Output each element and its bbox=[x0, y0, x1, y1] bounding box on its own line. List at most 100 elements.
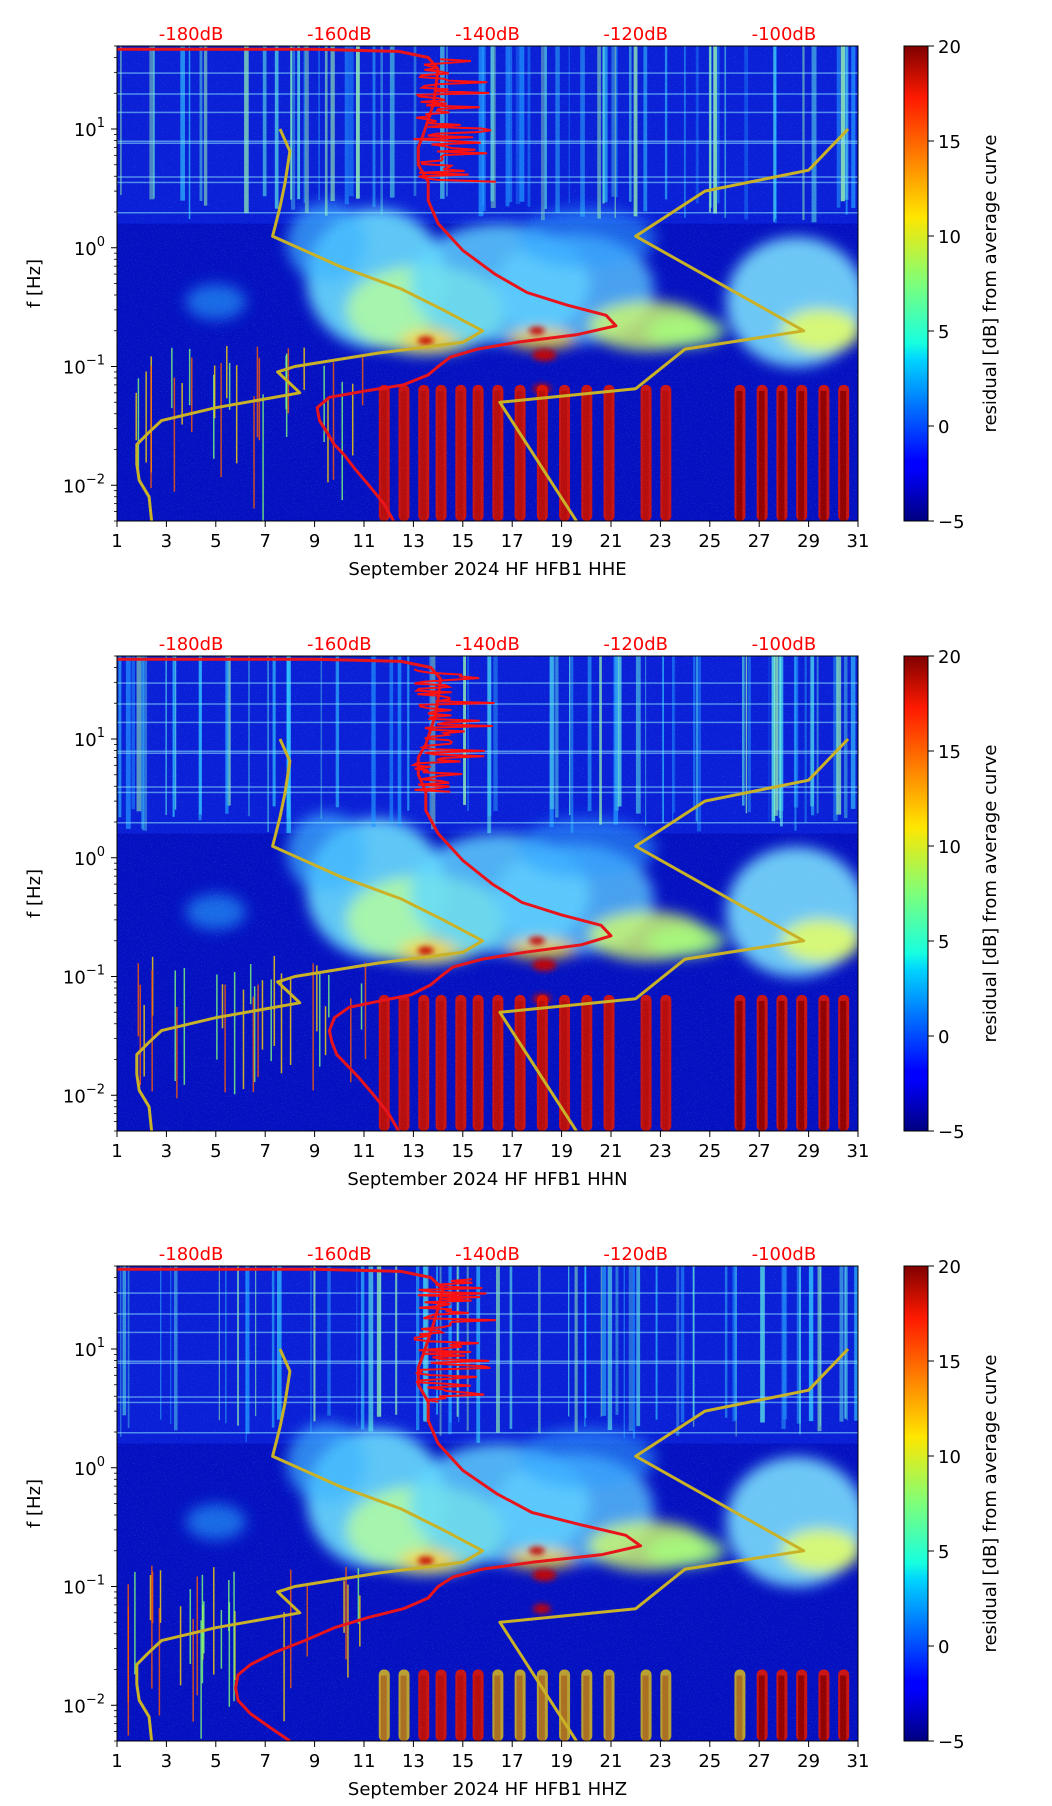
x-tick-label: 7 bbox=[259, 1751, 270, 1772]
colorbar-tick-label: 0 bbox=[938, 417, 949, 438]
db-scale-label: -180dB bbox=[159, 1244, 224, 1265]
x-tick-label: 25 bbox=[698, 1751, 721, 1772]
x-tick-label: 7 bbox=[259, 531, 270, 552]
colorbar-tick-label: 10 bbox=[938, 1447, 961, 1468]
y-tick-label: 101 bbox=[74, 116, 105, 141]
x-tick-label: 29 bbox=[797, 1751, 820, 1772]
colorbar-tick-label: −5 bbox=[938, 1122, 965, 1143]
x-axis-label: September 2024 HF HFB1 HHN bbox=[347, 1169, 627, 1190]
colorbar-tick-label: 15 bbox=[938, 1352, 961, 1373]
x-tick-label: 13 bbox=[402, 1751, 425, 1772]
colorbar-tick-label: 10 bbox=[938, 837, 961, 858]
x-axis-label: September 2024 HF HFB1 HHE bbox=[348, 559, 626, 580]
colorbar bbox=[903, 655, 929, 1132]
x-tick-label: 23 bbox=[649, 1751, 672, 1772]
x-tick-label: 19 bbox=[550, 1751, 573, 1772]
db-scale-label: -140dB bbox=[455, 634, 520, 655]
x-tick-label: 21 bbox=[600, 531, 623, 552]
x-tick-label: 31 bbox=[847, 1141, 870, 1162]
x-tick-label: 19 bbox=[550, 1141, 573, 1162]
x-tick-label: 19 bbox=[550, 531, 573, 552]
db-scale-label: -140dB bbox=[455, 1244, 520, 1265]
x-tick-label: 3 bbox=[161, 1751, 172, 1772]
heatmap-area bbox=[117, 1266, 858, 1741]
x-tick-label: 17 bbox=[501, 1141, 524, 1162]
nhnm-curve bbox=[498, 1347, 850, 1741]
x-tick-label: 17 bbox=[501, 1751, 524, 1772]
y-tick-label: 10−2 bbox=[63, 1692, 105, 1717]
average-spectrum-jitter bbox=[413, 1278, 496, 1403]
x-tick-label: 11 bbox=[353, 1141, 376, 1162]
x-tick-label: 29 bbox=[797, 1141, 820, 1162]
colorbar-tick-label: −5 bbox=[938, 1732, 965, 1753]
heatmap-area bbox=[117, 46, 858, 521]
db-scale-label: -120dB bbox=[603, 634, 668, 655]
y-axis-label: f [Hz] bbox=[24, 1479, 45, 1528]
colorbar-tick-label: 5 bbox=[938, 932, 949, 953]
colorbar-tick-label: 0 bbox=[938, 1027, 949, 1048]
speckle-texture bbox=[117, 1266, 858, 1741]
colorbar-tick-label: 10 bbox=[938, 227, 961, 248]
x-tick-label: 15 bbox=[451, 531, 474, 552]
db-scale-label: -160dB bbox=[307, 1244, 372, 1265]
colorbar bbox=[903, 1265, 929, 1742]
x-tick-label: 15 bbox=[451, 1141, 474, 1162]
nlnm-curve bbox=[135, 128, 485, 521]
db-scale-label: -100dB bbox=[752, 24, 817, 45]
nhnm-curve bbox=[498, 127, 850, 521]
y-tick-label: 10−2 bbox=[63, 472, 105, 497]
y-tick-label: 101 bbox=[74, 726, 105, 751]
x-tick-label: 5 bbox=[210, 531, 221, 552]
x-tick-label: 9 bbox=[309, 1751, 320, 1772]
db-scale-label: -140dB bbox=[455, 24, 520, 45]
average-spectrum-jitter bbox=[410, 668, 495, 793]
x-tick-label: 9 bbox=[309, 1141, 320, 1162]
db-scale-label: -100dB bbox=[752, 634, 817, 655]
x-tick-label: 25 bbox=[698, 1141, 721, 1162]
x-tick-label: 3 bbox=[161, 531, 172, 552]
x-tick-label: 23 bbox=[649, 1141, 672, 1162]
colorbar-tick-label: 0 bbox=[938, 1637, 949, 1658]
x-tick-label: 29 bbox=[797, 531, 820, 552]
colorbar-tick-label: 15 bbox=[938, 132, 961, 153]
colorbar bbox=[903, 45, 929, 522]
nlnm-curve bbox=[135, 1348, 485, 1741]
x-tick-label: 5 bbox=[210, 1751, 221, 1772]
speckle-texture bbox=[117, 46, 858, 521]
x-tick-label: 13 bbox=[402, 1141, 425, 1162]
colorbar-tick-label: 5 bbox=[938, 1542, 949, 1563]
x-tick-label: 11 bbox=[353, 1751, 376, 1772]
db-scale-label: -120dB bbox=[603, 1244, 668, 1265]
x-tick-label: 5 bbox=[210, 1141, 221, 1162]
x-tick-label: 1 bbox=[111, 1141, 122, 1162]
y-tick-label: 10−1 bbox=[63, 354, 105, 379]
colorbar-label: residual [dB] from average curve bbox=[980, 1354, 1001, 1652]
db-scale-label: -180dB bbox=[159, 24, 224, 45]
x-tick-label: 1 bbox=[111, 1751, 122, 1772]
nlnm-curve bbox=[135, 738, 485, 1131]
y-tick-label: 10−1 bbox=[63, 964, 105, 989]
colorbar-tick-label: −5 bbox=[938, 512, 965, 533]
x-tick-label: 27 bbox=[748, 531, 771, 552]
nhnm-curve bbox=[498, 737, 850, 1131]
x-tick-label: 23 bbox=[649, 531, 672, 552]
average-spectrum-curve bbox=[117, 47, 618, 521]
x-tick-label: 25 bbox=[698, 531, 721, 552]
average-spectrum-jitter bbox=[413, 58, 496, 183]
x-tick-label: 13 bbox=[402, 531, 425, 552]
y-tick-label: 101 bbox=[74, 1336, 105, 1361]
y-axis-label: f [Hz] bbox=[24, 869, 45, 918]
x-tick-label: 7 bbox=[259, 1141, 270, 1162]
colorbar-tick-label: 20 bbox=[938, 37, 961, 58]
y-tick-label: 100 bbox=[74, 235, 105, 260]
db-scale-label: -160dB bbox=[307, 24, 372, 45]
db-scale-label: -120dB bbox=[603, 24, 668, 45]
x-tick-label: 1 bbox=[111, 531, 122, 552]
speckle-texture bbox=[117, 656, 858, 1131]
y-tick-label: 10−2 bbox=[63, 1082, 105, 1107]
y-tick-label: 100 bbox=[74, 1455, 105, 1480]
